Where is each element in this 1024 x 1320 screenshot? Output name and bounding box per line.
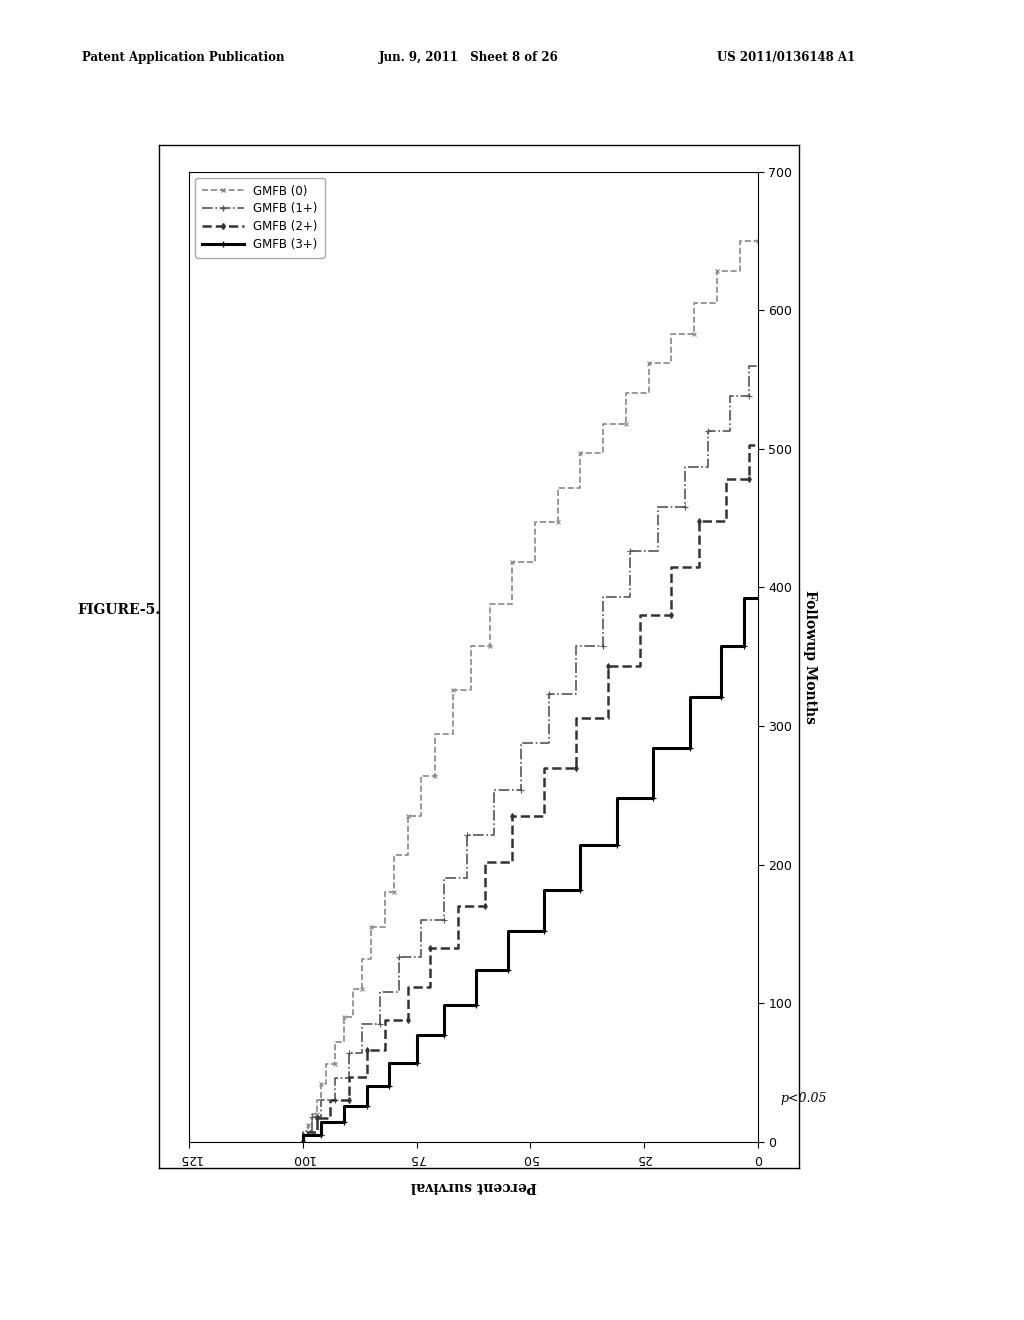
Text: Patent Application Publication: Patent Application Publication (82, 50, 285, 63)
Text: p<0.05: p<0.05 (780, 1092, 826, 1105)
X-axis label: Percent survival: Percent survival (411, 1179, 537, 1193)
Text: FIGURE-5.: FIGURE-5. (77, 603, 160, 616)
Text: US 2011/0136148 A1: US 2011/0136148 A1 (717, 50, 855, 63)
Legend: GMFB (0), GMFB (1+), GMFB (2+), GMFB (3+): GMFB (0), GMFB (1+), GMFB (2+), GMFB (3+… (196, 177, 325, 257)
Y-axis label: Followup Months: Followup Months (803, 590, 817, 723)
Text: Jun. 9, 2011   Sheet 8 of 26: Jun. 9, 2011 Sheet 8 of 26 (379, 50, 559, 63)
